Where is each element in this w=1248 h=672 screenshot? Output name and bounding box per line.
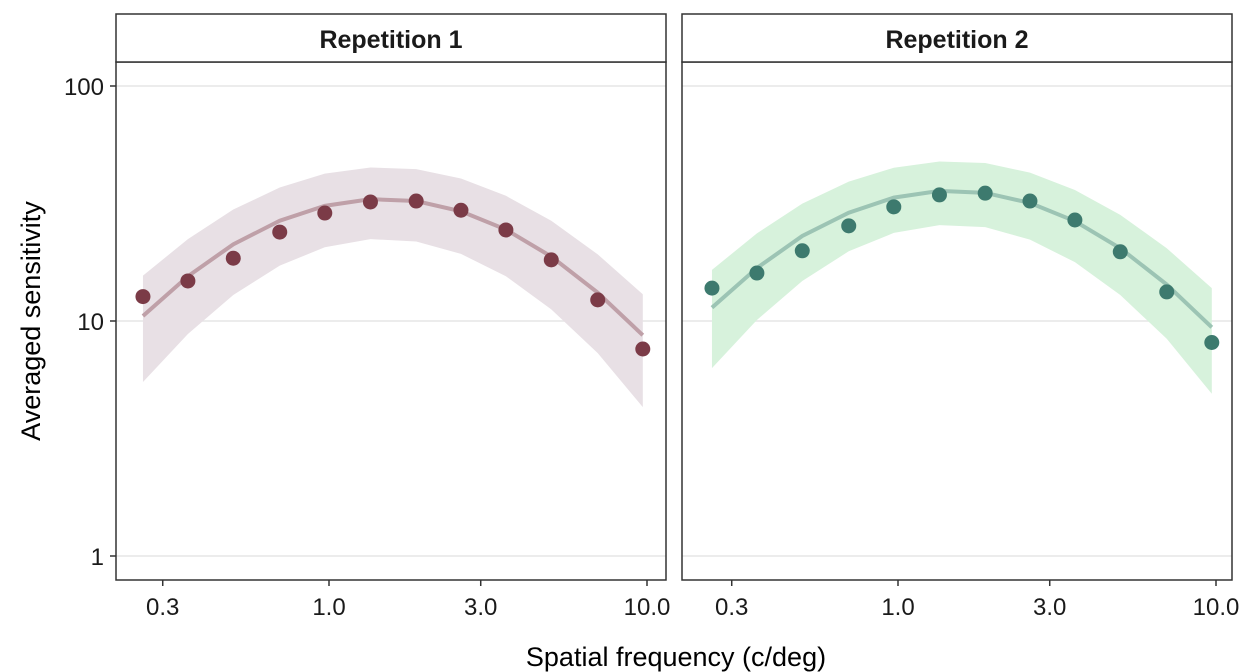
data-point [543,252,559,268]
facet-title: Repetition 1 [319,26,462,54]
data-point [1159,284,1175,300]
data-point [272,224,288,240]
x-tick-label: 3.0 [1033,594,1066,621]
facet-strip [681,13,1233,63]
data-point [931,187,947,203]
data-point [1022,193,1038,209]
y-tick-label: 10 [77,309,104,336]
x-axis-label: Spatial frequency (c/deg) [526,642,826,672]
data-point [408,193,424,209]
data-point [317,205,333,221]
x-tick-label: 1.0 [312,594,345,621]
y-axis-label: Averaged sensitivity [16,201,46,441]
confidence-band [142,167,643,408]
x-tick-label: 0.3 [715,594,748,621]
data-point [453,202,469,218]
fit-line [141,197,645,337]
fit-line [710,188,1214,329]
x-tick-label: 10.0 [624,594,671,621]
data-point [180,273,196,289]
data-point [1067,212,1083,228]
data-point [794,243,810,259]
confidence-band [711,161,1212,394]
y-tick-label: 1 [91,544,104,571]
x-tick-label: 10.0 [1193,594,1240,621]
data-point [135,289,151,305]
panel-1: Repetition 1 0.3 1.0 3.0 10.0 [115,13,671,621]
data-point [977,185,993,201]
facet-title: Repetition 2 [885,26,1028,54]
x-tick-label: 1.0 [881,594,914,621]
facet-strip [115,13,667,63]
x-tick-label: 0.3 [146,594,179,621]
data-point [1112,244,1128,260]
data-point [704,280,720,296]
x-tick-label: 3.0 [464,594,497,621]
data-point [225,250,241,266]
data-point [1204,335,1220,351]
panel-2: Repetition 2 0.3 1.0 3.0 10.0 [681,13,1240,621]
data-point [498,222,514,238]
y-tick-label: 100 [64,74,104,101]
data-point [635,341,651,357]
data-point [749,265,765,281]
data-point [886,199,902,215]
data-point [362,194,378,210]
data-point [841,218,857,234]
data-point [590,292,606,308]
y-axis: 1 10 100 [64,74,116,571]
